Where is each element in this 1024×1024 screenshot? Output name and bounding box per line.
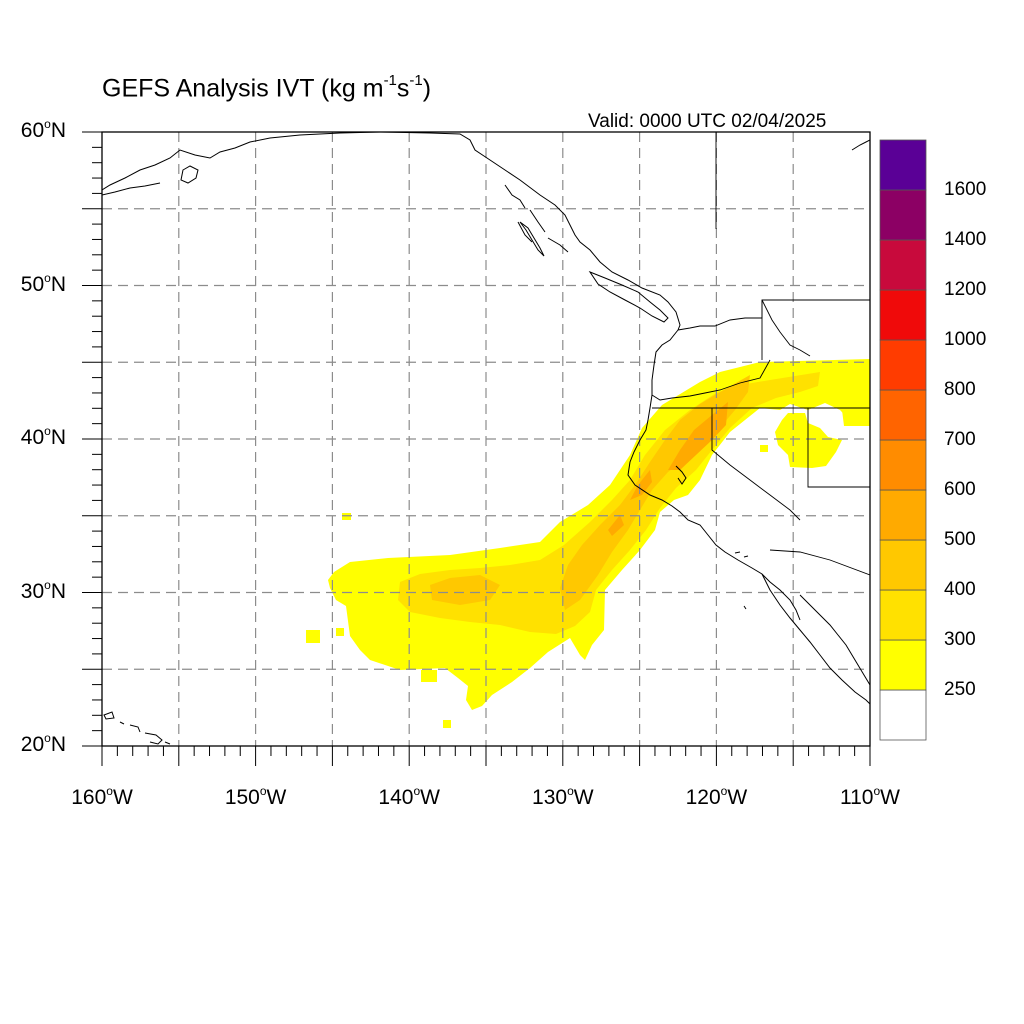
lon-tick-label: 130oW (532, 784, 594, 809)
colorbar-level-label: 800 (944, 379, 976, 400)
colorbar-level-label: 1400 (944, 229, 987, 250)
ivt-plume-400 (430, 375, 750, 610)
colorbar-level-label: 500 (944, 529, 976, 550)
colorbar-level-label: 250 (944, 679, 976, 700)
colorbar-level-label: 1200 (944, 279, 987, 300)
coast-alaska-peninsula (102, 182, 161, 196)
coast-baja (761, 573, 870, 705)
colorbar-swatch (879, 489, 927, 541)
lat-tick-label: 30oN (20, 577, 66, 603)
border-wa-or (651, 359, 771, 401)
ivt-plume-300 (398, 372, 820, 634)
border-us-canada (677, 299, 870, 331)
colorbar-swatch (879, 439, 927, 491)
colorbar-swatch (879, 339, 927, 391)
lon-tick-label: 110oW (840, 784, 900, 809)
colorbar-level-label: 300 (944, 629, 976, 650)
coast-channel-islands (734, 551, 749, 610)
border-id-mt (761, 299, 811, 357)
coastlines (102, 132, 870, 745)
colorbar-level-label: 1600 (944, 179, 987, 200)
colorbar-level-label: 700 (944, 429, 976, 450)
colorbar-level-label: 400 (944, 579, 976, 600)
lon-tick-label: 160oW (71, 784, 133, 809)
lat-tick-label: 20oN (20, 731, 66, 756)
political-borders (651, 132, 870, 576)
colorbar-swatch (879, 689, 927, 741)
colorbar-swatch (879, 539, 927, 591)
colorbar-swatch (879, 189, 927, 241)
coast-westcoast-us (627, 329, 801, 621)
colorbar-swatch (879, 289, 927, 341)
coast-hudson (851, 139, 870, 151)
lat-tick-label: 50oN (20, 270, 66, 296)
coast-kodiak (180, 165, 199, 184)
colorbar-level-label: 1000 (944, 329, 987, 350)
border-ca-nv (711, 408, 801, 521)
colorbar-swatch (879, 389, 927, 441)
lat-lon-gridlines (102, 132, 870, 746)
valid-time-label: Valid: 0000 UTC 02/04/2025 (588, 111, 827, 132)
lon-tick-label: 120oW (685, 784, 748, 809)
lon-tick-label: 150oW (224, 784, 287, 809)
axis-ticks (82, 131, 871, 766)
colorbar-swatch (879, 139, 927, 191)
coast-sf-bay (675, 465, 687, 485)
border-us-mexico (769, 549, 870, 576)
colorbar-swatch (879, 239, 927, 291)
colorbar (879, 139, 927, 741)
coast-hawaii (103, 711, 171, 745)
ivt-field (306, 359, 870, 728)
border-nv-az (807, 408, 870, 488)
chart-title: GEFS Analysis IVT (kg m-1s-1) (102, 72, 432, 103)
lat-tick-label: 40oN (20, 424, 66, 449)
coast-se-alaska-islands (504, 184, 569, 253)
colorbar-level-label: 600 (944, 479, 976, 500)
lat-tick-label: 60oN (20, 117, 66, 142)
coast-alaska (102, 132, 681, 331)
coast-vancouver-island (588, 270, 669, 323)
colorbar-swatch (879, 639, 927, 691)
coast-gulf-california (799, 594, 870, 686)
colorbar-swatch (879, 589, 927, 641)
lon-tick-label: 140oW (378, 784, 440, 809)
coast-haida-gwaii (519, 221, 545, 257)
ivt-plume-500 (608, 402, 728, 536)
